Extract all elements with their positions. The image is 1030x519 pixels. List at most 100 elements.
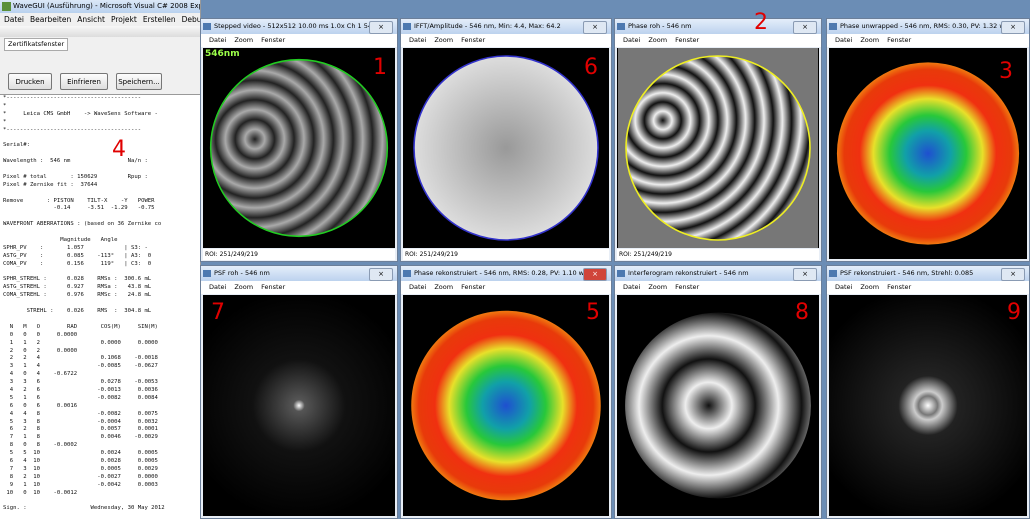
window-menu: Datei Zoom Fenster xyxy=(827,281,1029,294)
main-menu: Datei Bearbeiten Ansicht Projekt Erstellen De… xyxy=(0,14,200,26)
image-view xyxy=(829,295,1027,516)
menu-item[interactable]: Bearbeiten xyxy=(30,15,71,24)
menu-item[interactable]: Ansicht xyxy=(77,15,105,24)
close-button[interactable]: × xyxy=(583,268,607,281)
image-view xyxy=(403,48,609,248)
annotation: 6 xyxy=(584,55,598,80)
window-icon xyxy=(617,270,625,277)
report-line: SPHR_PV : 1.057 | S3: - xyxy=(0,245,200,253)
menu-item[interactable]: Zoom xyxy=(648,36,667,44)
menu-item[interactable]: Datei xyxy=(209,36,226,44)
menu-item[interactable]: Datei xyxy=(409,36,426,44)
report-line: 6 0 6 0.0016 xyxy=(0,403,200,411)
main-title: WaveGUI (Ausführung) - Microsoft Visual … xyxy=(0,0,200,13)
window-icon xyxy=(829,270,837,277)
report-line: ASTG_STREHL : 0.927 RMSa : 43.8 mL xyxy=(0,284,200,292)
menu-item[interactable]: Fenster xyxy=(675,36,699,44)
report-line: COMA_STREHL : 0.976 RMSc : 24.8 mL xyxy=(0,292,200,300)
menu-item[interactable]: Fenster xyxy=(887,283,911,291)
report-line: Magnitude Angle xyxy=(0,237,200,245)
menu-item[interactable]: Fenster xyxy=(461,36,485,44)
menu-item[interactable]: Debugg xyxy=(182,15,200,24)
menu-item[interactable]: Zoom xyxy=(434,36,453,44)
report-line: SPHR_STREHL : 0.028 RMSs : 300.6 mL xyxy=(0,276,200,284)
save-button[interactable]: Speichern... xyxy=(116,73,162,90)
menu-item[interactable]: Erstellen xyxy=(143,15,176,24)
window-title: Stepped video - 512x512 10.00 ms 1.0x Ch… xyxy=(201,19,397,34)
menu-item[interactable]: Fenster xyxy=(675,283,699,291)
main-window: WaveGUI (Ausführung) - Microsoft Visual … xyxy=(0,0,201,519)
menu-item[interactable]: Datei xyxy=(623,36,640,44)
annotation: 3 xyxy=(999,59,1013,84)
menu-item[interactable]: Projekt xyxy=(111,15,137,24)
report-line xyxy=(0,269,200,277)
app-icon xyxy=(2,2,11,11)
menu-item[interactable]: Zoom xyxy=(860,283,879,291)
menu-item[interactable]: Datei xyxy=(835,36,852,44)
window-title: Interferogram rekonstruiert - 546 nm xyxy=(615,266,821,281)
report-line: 5 3 8 -0.0004 0.0032 xyxy=(0,419,200,427)
close-button[interactable]: × xyxy=(369,21,393,34)
window-title: Phase roh - 546 nm xyxy=(615,19,821,34)
menu-item[interactable]: Datei xyxy=(835,283,852,291)
window-menu: Datei Zoom Fenster xyxy=(201,281,397,294)
report-line: 7 1 8 0.0046 -0.0029 xyxy=(0,434,200,442)
menu-item[interactable]: Fenster xyxy=(261,36,285,44)
sub-window: Stepped video - 512x512 10.00 ms 1.0x Ch… xyxy=(200,18,398,262)
sub-window: Phase unwrapped - 546 nm, RMS: 0.30, PV:… xyxy=(826,18,1030,262)
toolbar xyxy=(0,26,200,37)
window-icon xyxy=(617,23,625,30)
menu-item[interactable]: Zoom xyxy=(234,283,253,291)
window-icon xyxy=(203,270,211,277)
annotation: 4 xyxy=(112,137,126,162)
report-line: 2 0 2 0.0000 xyxy=(0,348,200,356)
report-line: 6 2 8 0.0057 0.0001 xyxy=(0,426,200,434)
annotation: 8 xyxy=(795,300,809,325)
report-line: * Leica CMS GmbH -> WaveSens Software - xyxy=(0,111,200,119)
screen: { "main_window": { "title": "WaveGUI (Au… xyxy=(0,0,1030,519)
menu-item[interactable]: Datei xyxy=(4,15,24,24)
menu-item[interactable]: Datei xyxy=(209,283,226,291)
report-line: ASTG_PV : 0.085 -113° | A3: 0 xyxy=(0,253,200,261)
menu-item[interactable]: Fenster xyxy=(461,283,485,291)
menu-item[interactable]: Zoom xyxy=(860,36,879,44)
menu-item[interactable]: Datei xyxy=(409,283,426,291)
close-button[interactable]: × xyxy=(1001,268,1025,281)
close-button[interactable]: × xyxy=(1001,21,1025,34)
window-title: PSF rekonstruiert - 546 nm, Strehl: 0.08… xyxy=(827,266,1029,281)
window-menu: Datei Zoom Fenster xyxy=(615,281,821,294)
image-view xyxy=(203,295,395,516)
report-line xyxy=(0,300,200,308)
menu-item[interactable]: Zoom xyxy=(648,283,667,291)
report-line: 4 2 6 -0.0013 0.0036 xyxy=(0,387,200,395)
window-icon xyxy=(403,23,411,30)
menu-item[interactable]: Datei xyxy=(623,283,640,291)
report-line: 9 1 10 -0.0042 0.0003 xyxy=(0,482,200,490)
report-line: 4 4 8 -0.0082 0.0075 xyxy=(0,411,200,419)
menu-item[interactable]: Fenster xyxy=(887,36,911,44)
close-button[interactable]: × xyxy=(793,21,817,34)
sub-window: PSF rekonstruiert - 546 nm, Strehl: 0.08… xyxy=(826,265,1030,519)
image-view xyxy=(403,295,609,516)
close-button[interactable]: × xyxy=(793,268,817,281)
report-line: Pixel # Zernike fit : 37644 xyxy=(0,182,200,190)
freeze-button[interactable]: Einfrieren xyxy=(60,73,108,90)
report-line xyxy=(0,190,200,198)
close-button[interactable]: × xyxy=(583,21,607,34)
menu-item[interactable]: Zoom xyxy=(234,36,253,44)
image-view xyxy=(203,48,395,248)
status-bar: ROI: 251/249/219 xyxy=(617,249,819,260)
print-button[interactable]: Drucken xyxy=(8,73,52,90)
report-line: Pixel # total : 150629 Rpup : xyxy=(0,174,200,182)
sub-window: Phase roh - 546 nm× Datei Zoom Fenster ROI: … xyxy=(614,18,822,262)
image-view xyxy=(617,48,819,248)
menu-item[interactable]: Zoom xyxy=(434,283,453,291)
report: *---------------------------------------… xyxy=(0,94,200,519)
tab[interactable]: Zertifikatsfenster xyxy=(4,38,68,51)
report-line: 10 0 10 -0.0012 xyxy=(0,490,200,498)
menu-item[interactable]: Fenster xyxy=(261,283,285,291)
report-line xyxy=(0,229,200,237)
report-line: WAVEFRONT ABERRATIONS : (based on 36 Zer… xyxy=(0,221,200,229)
close-button[interactable]: × xyxy=(369,268,393,281)
report-line: COMA_PV : 0.156 119° | C3: 0 xyxy=(0,261,200,269)
